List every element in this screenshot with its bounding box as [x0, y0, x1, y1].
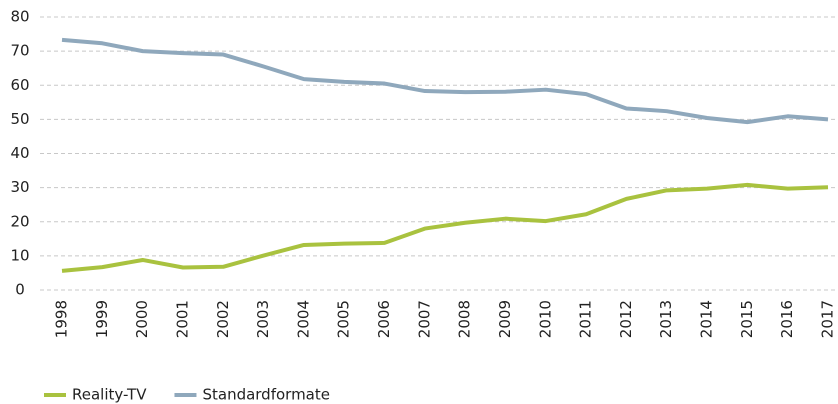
- x-tick-label: 2013: [657, 300, 675, 338]
- x-tick-label: 2012: [617, 300, 635, 338]
- x-tick-label: 2011: [577, 300, 595, 338]
- legend-label: Standardformate: [202, 386, 330, 404]
- line-series: [61, 182, 829, 273]
- x-tick-label: 2016: [778, 300, 796, 338]
- y-tick-label: 80: [10, 8, 29, 26]
- x-tick-label: 2003: [254, 300, 272, 338]
- legend-label: Reality-TV: [72, 386, 147, 404]
- x-tick-label: 1998: [53, 300, 71, 338]
- x-tick-label: 2005: [335, 300, 353, 338]
- y-tick-label: 0: [15, 281, 25, 299]
- x-tick-label: 2009: [496, 300, 514, 338]
- x-tick-label: 2001: [173, 300, 191, 338]
- y-tick-label: 40: [10, 144, 29, 162]
- y-tick-label: 70: [10, 42, 29, 60]
- x-tick-label: 2007: [415, 300, 433, 338]
- y-tick-label: 10: [10, 246, 29, 264]
- x-tick-label: 2002: [214, 300, 232, 338]
- y-tick-label: 50: [10, 110, 29, 128]
- y-tick-label: 30: [10, 178, 29, 196]
- x-tick-label: 2010: [536, 300, 554, 338]
- x-tick-label: 2004: [294, 300, 312, 338]
- x-tick-label: 2015: [738, 300, 756, 338]
- x-tick-label: 2017: [819, 300, 837, 338]
- x-tick-label: 2008: [456, 300, 474, 338]
- y-tick-label: 60: [10, 76, 29, 94]
- x-tick-label: 2006: [375, 300, 393, 338]
- line-series: [61, 37, 829, 125]
- x-tick-label: 1999: [93, 300, 111, 338]
- y-tick-label: 20: [10, 212, 29, 230]
- x-tick-label: 2014: [698, 300, 716, 338]
- x-tick-label: 2000: [133, 300, 151, 338]
